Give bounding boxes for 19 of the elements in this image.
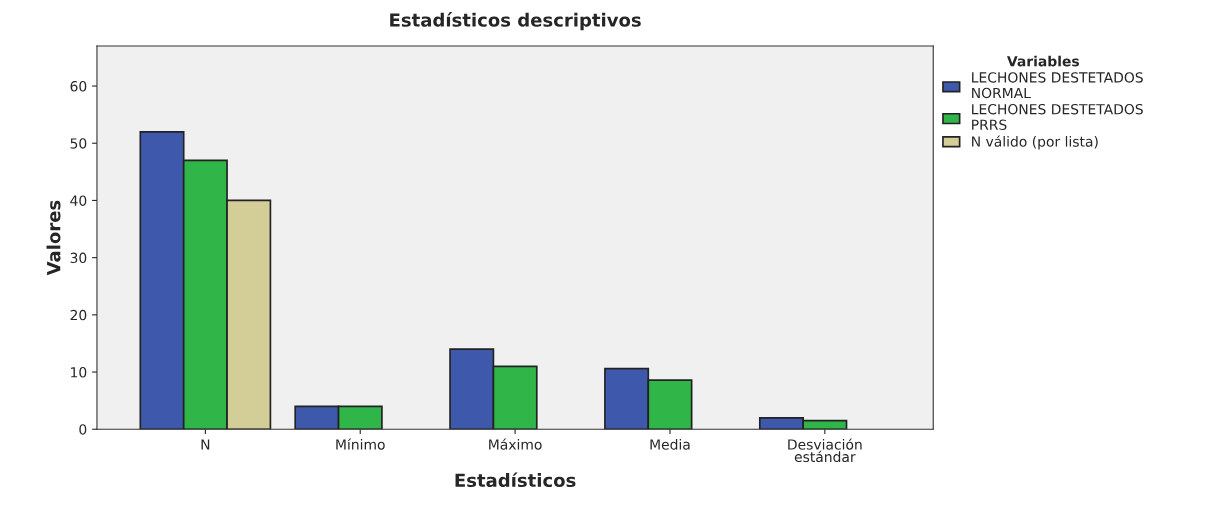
x-tick-label: Mínimo xyxy=(336,438,385,450)
y-tick-label: 60 xyxy=(70,81,87,92)
legend-label: LECHONES DESTETADOS PRRS xyxy=(972,103,1143,131)
x-tick-label: Máximo xyxy=(489,438,542,450)
y-axis-title: Valores xyxy=(46,200,61,276)
legend-label: N válido (por lista) xyxy=(972,135,1098,150)
y-tick-label: 10 xyxy=(71,367,87,378)
y-tick-label: 40 xyxy=(70,195,87,206)
legend-title: Variables xyxy=(1007,55,1079,67)
y-tick-label: 20 xyxy=(70,309,87,321)
y-tick-label: 30 xyxy=(70,252,87,264)
x-axis-title: Estadísticos xyxy=(455,472,576,488)
legend-label: LECHONES DESTETADOS NORMAL xyxy=(972,72,1143,99)
x-tick-label: N xyxy=(201,439,210,450)
y-tick-label: 0 xyxy=(79,424,87,435)
y-tick-label: 50 xyxy=(70,138,87,149)
chart-title: Estadísticos descriptivos xyxy=(390,12,641,31)
x-tick-label: Media xyxy=(650,438,690,450)
x-tick-label: Desviación estándar xyxy=(788,438,862,463)
